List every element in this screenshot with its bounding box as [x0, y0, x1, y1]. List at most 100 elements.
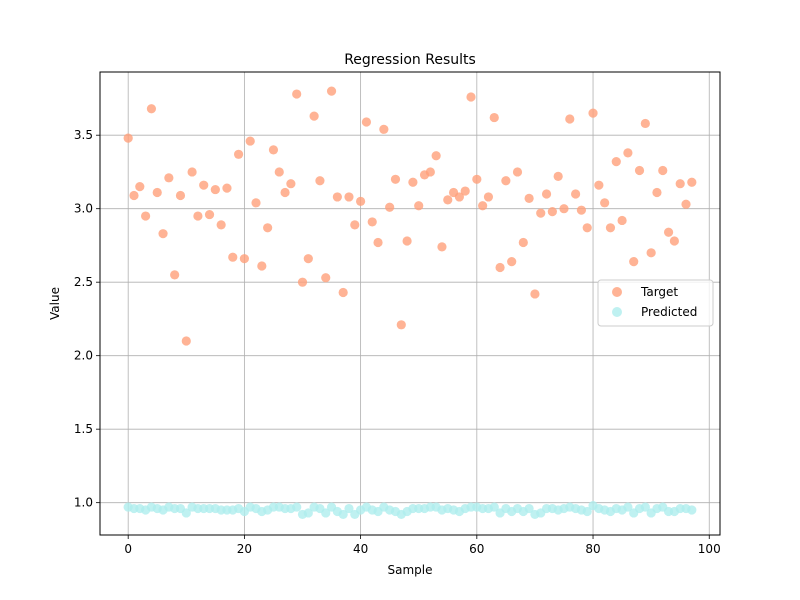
- target-point: [576, 205, 587, 215]
- target-point: [536, 208, 546, 218]
- y-tick-label: 2.5: [74, 275, 93, 289]
- y-tick-label: 3.0: [74, 202, 93, 216]
- target-point: [565, 114, 575, 124]
- target-point: [187, 167, 197, 177]
- series-target: [123, 86, 697, 346]
- target-point: [332, 192, 342, 202]
- target-point: [466, 92, 476, 102]
- predicted-point: [582, 506, 592, 517]
- target-point: [669, 236, 679, 246]
- x-tick-label: 100: [698, 542, 721, 556]
- target-point: [588, 108, 598, 118]
- target-point: [489, 112, 499, 123]
- target-point: [257, 261, 267, 271]
- target-point: [321, 273, 331, 283]
- target-point: [146, 104, 157, 114]
- target-point: [245, 136, 255, 146]
- target-point: [292, 89, 302, 99]
- target-point: [390, 174, 401, 184]
- predicted-point: [338, 509, 348, 520]
- target-point: [559, 204, 569, 214]
- target-point: [164, 173, 174, 183]
- target-point: [326, 86, 337, 96]
- target-point: [303, 254, 313, 264]
- legend-box: [597, 279, 714, 327]
- target-point: [507, 257, 517, 267]
- target-point: [233, 149, 244, 159]
- target-point: [495, 262, 505, 273]
- target-point: [571, 189, 581, 199]
- target-point: [297, 277, 308, 287]
- predicted-point: [623, 502, 633, 512]
- target-point: [663, 227, 674, 237]
- target-point: [681, 199, 691, 209]
- y-tick-label: 2.0: [74, 349, 93, 363]
- target-point: [152, 187, 162, 198]
- target-point: [541, 189, 552, 199]
- target-point: [222, 183, 232, 193]
- target-point: [425, 167, 435, 177]
- target-point: [309, 111, 319, 121]
- target-point: [611, 157, 621, 167]
- x-tick-label: 80: [585, 542, 600, 556]
- x-tick-label: 60: [469, 542, 484, 556]
- target-point: [675, 179, 685, 189]
- target-point: [175, 190, 186, 201]
- target-point: [518, 237, 528, 248]
- target-point: [547, 207, 557, 217]
- y-axis-title: Value: [48, 287, 62, 320]
- target-point: [315, 176, 325, 186]
- target-point: [210, 184, 220, 195]
- target-point: [472, 174, 482, 184]
- plot-frame: [99, 71, 721, 536]
- target-point: [199, 180, 209, 190]
- series-predicted: [123, 501, 697, 520]
- target-point: [239, 254, 249, 264]
- predicted-point: [640, 502, 650, 512]
- target-point: [629, 257, 639, 267]
- target-point: [379, 124, 389, 134]
- target-point: [437, 242, 447, 252]
- legend: Target Predicted: [597, 279, 714, 327]
- target-point: [280, 187, 290, 198]
- target-point: [454, 192, 464, 202]
- ticks-layer: 0 20 40 60 80 100 1.0 1.5 2.0 2.5 3.0 3.5: [74, 128, 721, 556]
- target-point: [356, 196, 366, 206]
- target-point: [228, 252, 238, 262]
- target-point: [344, 192, 354, 202]
- target-point: [460, 186, 470, 196]
- y-tick-label: 1.0: [74, 496, 93, 510]
- target-point: [274, 167, 284, 177]
- legend-marker-predicted: [612, 307, 622, 317]
- target-point: [530, 289, 540, 299]
- target-point: [640, 118, 650, 129]
- target-point: [646, 248, 656, 258]
- target-point: [594, 180, 604, 190]
- target-point: [193, 211, 203, 221]
- target-point: [158, 229, 168, 239]
- target-point: [181, 336, 191, 346]
- target-point: [396, 320, 406, 330]
- x-tick-label: 40: [353, 542, 368, 556]
- target-point: [268, 145, 279, 155]
- legend-label-target: Target: [640, 285, 678, 299]
- target-point: [634, 165, 645, 176]
- target-point: [338, 287, 348, 298]
- predicted-point: [524, 503, 534, 514]
- target-point: [286, 179, 296, 189]
- target-point: [373, 237, 383, 248]
- predicted-point: [489, 502, 499, 512]
- chart-title: Regression Results: [344, 52, 476, 68]
- target-point: [652, 187, 662, 198]
- predicted-point: [181, 508, 191, 518]
- y-tick-label: 3.5: [74, 128, 93, 142]
- target-point: [658, 165, 668, 176]
- x-tick-label: 20: [237, 542, 252, 556]
- predicted-point: [303, 508, 313, 518]
- target-point: [123, 133, 133, 143]
- target-point: [605, 223, 616, 233]
- target-point: [687, 177, 697, 187]
- target-point: [216, 220, 226, 230]
- predicted-point: [321, 508, 331, 518]
